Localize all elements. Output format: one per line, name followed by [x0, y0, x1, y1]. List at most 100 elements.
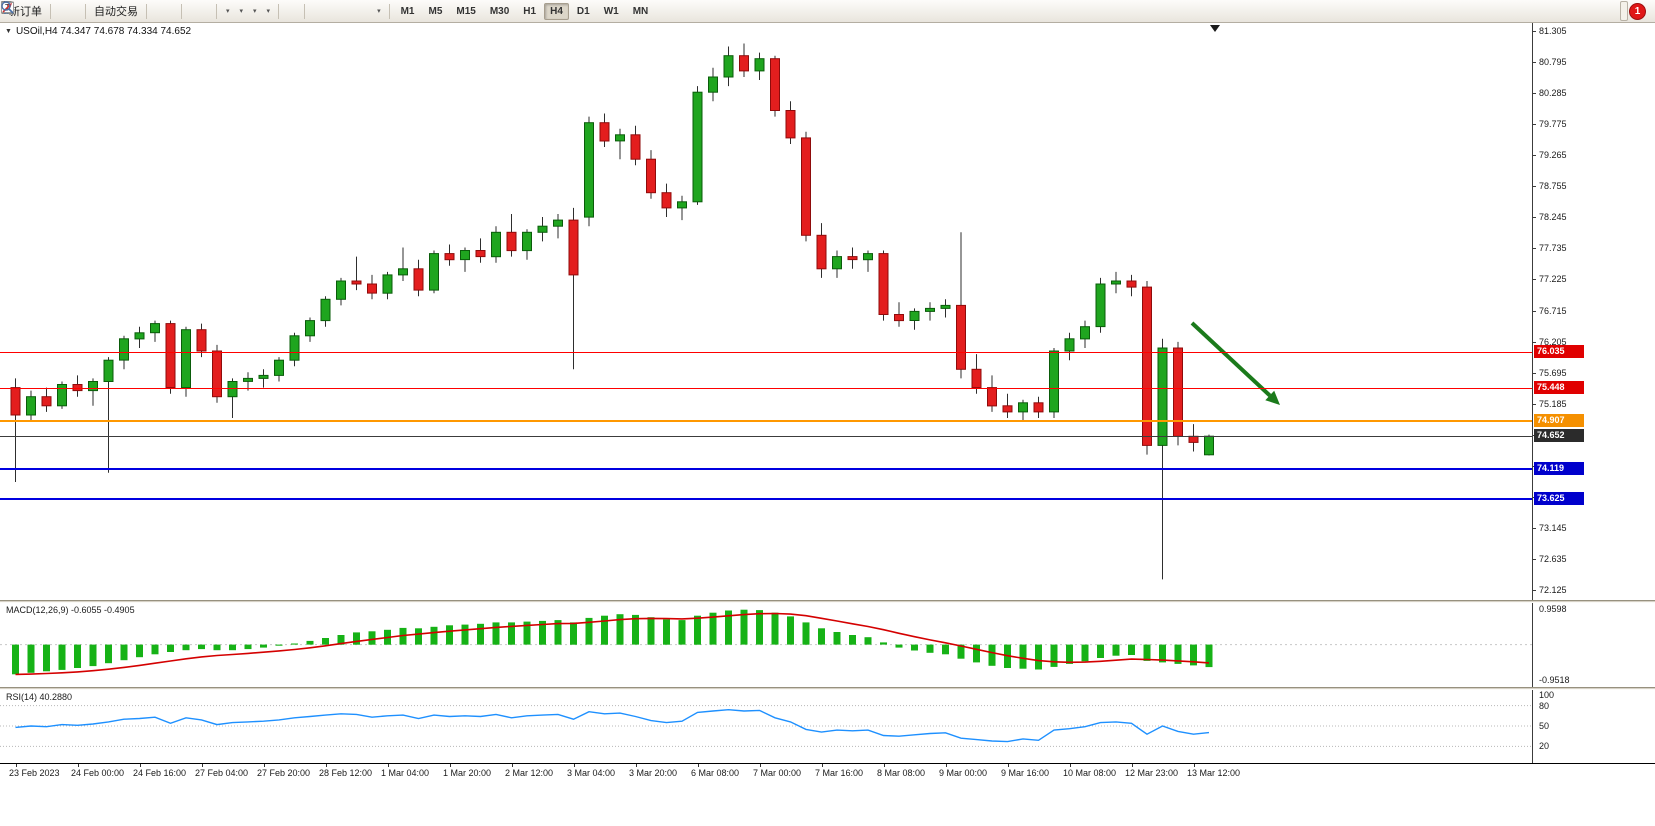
- candlestick-chart-button[interactable]: [2, 1, 168, 21]
- zoom-out-button[interactable]: [1, 1, 203, 21]
- market-watch-button[interactable]: [1, 1, 63, 21]
- horizontal-line-tool-button[interactable]: [1, 1, 326, 21]
- timeframe-m15-button[interactable]: M15: [450, 3, 481, 20]
- timeframe-mn-button[interactable]: MN: [627, 3, 655, 20]
- trendline-tool-button[interactable]: [1, 1, 335, 21]
- rsi-axis[interactable]: 100 80 50 20: [1532, 690, 1655, 763]
- time-axis-label: 3 Mar 20:00: [629, 768, 678, 778]
- time-axis-tickmark: [140, 764, 141, 767]
- macd-signal-line: [15, 612, 1210, 676]
- chart-shift-marker[interactable]: [1210, 25, 1220, 32]
- channel-tool-button[interactable]: [1, 1, 344, 21]
- time-axis-label: 24 Feb 00:00: [71, 768, 125, 778]
- line-chart-button[interactable]: [1, 1, 177, 21]
- time-axis-label: 9 Mar 16:00: [1001, 768, 1050, 778]
- y-axis-tickmark: [1533, 31, 1536, 32]
- fibonacci-tool-button[interactable]: F: [2, 1, 353, 21]
- timeframe-m1-button[interactable]: M1: [395, 3, 421, 20]
- panel-splitter[interactable]: [0, 687, 1655, 690]
- macd-histogram: [12, 609, 1213, 675]
- cursor-button[interactable]: [4, 1, 291, 21]
- time-axis-tickmark: [1008, 764, 1009, 767]
- price-tag-74.119: 74.119: [1534, 462, 1584, 475]
- timeframe-m30-button[interactable]: M30: [484, 3, 515, 20]
- y-axis-tick: 81.305: [1539, 26, 1567, 36]
- symbol-info: ▼ USOil,H4 74.347 74.678 74.334 74.652: [5, 26, 191, 37]
- y-axis-tick: 78.245: [1539, 212, 1567, 222]
- macd-axis[interactable]: 0.9598 -0.9518: [1532, 603, 1655, 687]
- time-axis-tickmark: [822, 764, 823, 767]
- y-axis-tickmark: [1533, 404, 1536, 405]
- toolbar: 新订单 自动交易 ▾ ▾ ▾ ▾ F A T ▾: [0, 0, 1655, 23]
- bar-chart-button[interactable]: [2, 1, 159, 21]
- price-axis[interactable]: 81.305 80.795 80.285 79.775 79.265 78.755 78.2…: [1532, 23, 1655, 600]
- autotrade-button[interactable]: 自动交易: [1, 1, 142, 21]
- time-axis-tickmark: [1132, 764, 1133, 767]
- search-button[interactable]: [1, 1, 1628, 21]
- rsi-axis-tick: 20: [1539, 741, 1550, 751]
- price-tag-74.652: 74.652: [1534, 429, 1584, 442]
- rsi-panel[interactable]: RSI(14) 40.2880: [0, 690, 1532, 763]
- crosshair-button[interactable]: [1, 1, 300, 21]
- macd-label: MACD(12,26,9) -0.6055 -0.4905: [6, 605, 135, 615]
- y-axis-tickmark: [1533, 342, 1536, 343]
- timeframe-m5-button[interactable]: M5: [422, 3, 448, 20]
- y-axis-tickmark: [1533, 217, 1536, 218]
- text-tool-button[interactable]: A: [4, 1, 362, 21]
- toolbar-separator: [146, 3, 147, 19]
- y-axis-tick: 75.695: [1539, 368, 1567, 378]
- macd-canvas[interactable]: [0, 603, 1532, 687]
- time-axis-label: 1 Mar 20:00: [443, 768, 492, 778]
- timeframe-h1-button[interactable]: H1: [517, 3, 542, 20]
- rsi-axis-tick: 50: [1539, 721, 1550, 731]
- label-tool-button[interactable]: T: [1, 1, 371, 21]
- chevron-down-icon: ▾: [226, 8, 230, 15]
- chevron-down-icon: ▾: [266, 8, 271, 15]
- y-axis-tick: 72.635: [1539, 554, 1567, 564]
- search-icon: [1, 1, 14, 14]
- macd-panel[interactable]: MACD(12,26,9) -0.6055 -0.4905: [0, 603, 1532, 687]
- y-axis-tick: 76.715: [1539, 306, 1567, 316]
- y-axis-tick: 80.285: [1539, 88, 1567, 98]
- time-axis-tickmark: [326, 764, 327, 767]
- zoom-in-button[interactable]: [1, 1, 194, 21]
- vertical-line-tool-button[interactable]: [6, 1, 317, 21]
- navigator-button[interactable]: [1, 1, 81, 21]
- price-tag-76.035: 76.035: [1534, 345, 1584, 358]
- data-window-button[interactable]: [1, 1, 72, 21]
- panel-splitter[interactable]: [0, 600, 1655, 603]
- new-chart-button[interactable]: ▾: [1, 1, 234, 21]
- new-order-label: 新订单: [9, 6, 42, 18]
- timeframe-h4-button[interactable]: H4: [544, 2, 569, 20]
- time-axis-tickmark: [264, 764, 265, 767]
- period-button[interactable]: ▾: [1, 1, 261, 21]
- timeframe-d1-button[interactable]: D1: [571, 3, 596, 20]
- y-axis-tickmark: [1533, 559, 1536, 560]
- time-axis-label: 12 Mar 23:00: [1125, 768, 1179, 778]
- rsi-axis-tick: 80: [1539, 701, 1550, 711]
- trend-arrow-annotation: [1190, 321, 1280, 405]
- notification-badge[interactable]: 1: [1629, 2, 1646, 20]
- template-button[interactable]: ▾: [1, 1, 275, 21]
- arrows-tool-button[interactable]: ▾: [2, 1, 385, 21]
- time-axis-tickmark: [78, 764, 79, 767]
- profiles-button[interactable]: ▾: [1, 1, 248, 21]
- chevron-down-icon: ▾: [253, 8, 257, 15]
- time-axis-tickmark: [202, 764, 203, 767]
- price-chart-panel[interactable]: ▼ USOil,H4 74.347 74.678 74.334 74.652: [0, 23, 1532, 600]
- timeframe-w1-button[interactable]: W1: [598, 3, 625, 20]
- price-chart-canvas[interactable]: [0, 23, 1532, 600]
- macd-axis-tick: -0.9518: [1539, 675, 1570, 685]
- time-axis-label: 7 Mar 16:00: [815, 768, 864, 778]
- time-axis-label: 3 Mar 04:00: [567, 768, 616, 778]
- time-axis[interactable]: 23 Feb 2023 24 Feb 00:00 24 Feb 16:00 27 Fe…: [0, 763, 1655, 782]
- rsi-axis-tick: 100: [1539, 690, 1555, 700]
- toolbar-separator: [278, 3, 280, 19]
- ohlc-toggle-icon[interactable]: ▼: [5, 27, 12, 35]
- tile-windows-button[interactable]: [1, 1, 212, 21]
- rsi-canvas[interactable]: [0, 690, 1532, 763]
- y-axis-tick: 80.795: [1539, 57, 1567, 67]
- price-tag-75.448: 75.448: [1534, 381, 1584, 394]
- y-axis-tickmark: [1533, 155, 1536, 156]
